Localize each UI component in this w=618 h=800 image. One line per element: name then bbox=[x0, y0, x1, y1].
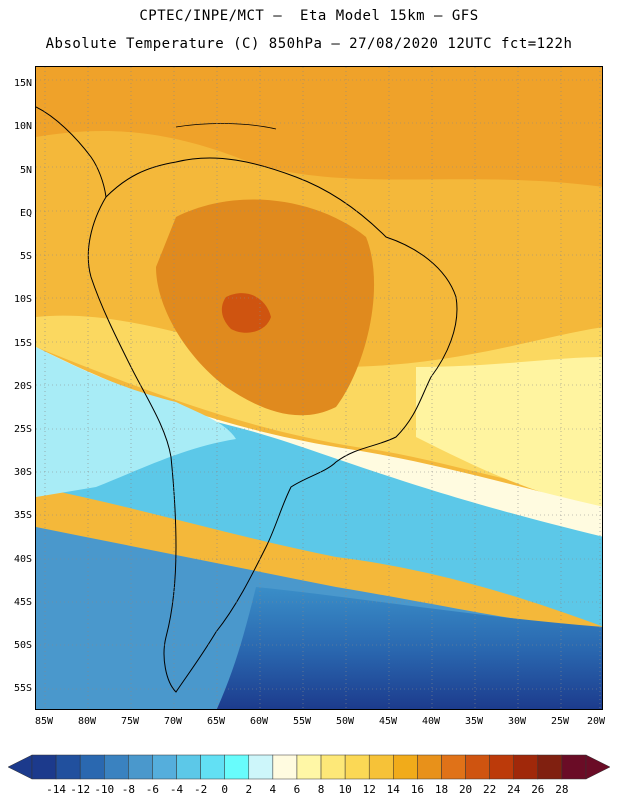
lon-label: 55W bbox=[292, 716, 312, 727]
lon-label: 30W bbox=[507, 716, 527, 727]
band-deep-blue bbox=[216, 587, 602, 709]
lon-label: 40W bbox=[421, 716, 441, 727]
colorbar-cell bbox=[31, 754, 57, 780]
colorbar-cell bbox=[200, 754, 225, 780]
colorbar-label: 4 bbox=[269, 783, 277, 796]
lat-label: 50S bbox=[13, 640, 32, 651]
colorbar-cell bbox=[104, 754, 129, 780]
colorbar-cell bbox=[561, 754, 587, 780]
lat-label: 55S bbox=[13, 683, 32, 694]
lon-label: 20W bbox=[586, 716, 606, 727]
colorbar-cell bbox=[128, 754, 153, 780]
colorbar-cell bbox=[465, 754, 490, 780]
colorbar-label: -14 bbox=[46, 783, 67, 796]
colorbar-label: -4 bbox=[169, 783, 184, 796]
map-title-line2: Absolute Temperature (C) 850hPa – 27/08/… bbox=[45, 36, 573, 52]
lat-label: 35S bbox=[13, 510, 32, 521]
lat-label: 10S bbox=[13, 294, 32, 305]
band-pale bbox=[36, 347, 602, 537]
colorbar-cell bbox=[248, 754, 274, 780]
band-light-yellow bbox=[416, 357, 602, 507]
coastline-caribbean bbox=[175, 123, 277, 130]
temperature-map bbox=[35, 66, 603, 710]
lat-label: 5N bbox=[19, 165, 32, 176]
colorbar-label: -10 bbox=[94, 783, 115, 796]
lon-label: 80W bbox=[77, 716, 97, 727]
lat-label: 30S bbox=[13, 467, 32, 478]
lon-label: 60W bbox=[249, 716, 269, 727]
colorbar-label: 18 bbox=[434, 783, 449, 796]
colorbar-cell bbox=[513, 754, 539, 780]
colorbar-label: 0 bbox=[221, 783, 228, 796]
colorbar-cell bbox=[296, 754, 322, 780]
colorbar-cell bbox=[368, 754, 394, 780]
lon-label: 50W bbox=[335, 716, 355, 727]
colorbar bbox=[7, 754, 611, 780]
band-light-cyan bbox=[36, 347, 236, 497]
colorbar-label: 20 bbox=[458, 783, 473, 796]
lat-label: 40S bbox=[13, 554, 32, 565]
colorbar-label: 10 bbox=[338, 783, 352, 796]
colorbar-cell bbox=[393, 754, 418, 780]
colorbar-cell bbox=[224, 754, 250, 780]
lat-label: 15N bbox=[13, 78, 32, 89]
colorbar-label: 28 bbox=[555, 783, 569, 796]
colorbar-label: 16 bbox=[410, 783, 425, 796]
colorbar-cell bbox=[320, 754, 346, 780]
colorbar-cell bbox=[344, 754, 370, 780]
lat-label: 15S bbox=[13, 338, 32, 349]
coastline-south-america bbox=[87, 157, 458, 693]
lon-label: 25W bbox=[550, 716, 570, 727]
graticule bbox=[36, 67, 602, 709]
colorbar-label: 26 bbox=[531, 783, 545, 796]
colorbar-cell bbox=[176, 754, 201, 780]
lat-label: 45S bbox=[13, 597, 32, 608]
lon-label: 35W bbox=[464, 716, 484, 727]
lon-label: 45W bbox=[378, 716, 398, 727]
colorbar-label: 12 bbox=[362, 783, 376, 796]
lon-label: 85W bbox=[34, 716, 54, 727]
colorbar-label: -2 bbox=[193, 783, 208, 796]
band-orange-top bbox=[36, 67, 602, 187]
colorbar-cell bbox=[537, 754, 563, 780]
colorbar-label: 14 bbox=[386, 783, 400, 796]
colorbar-high-arrow bbox=[585, 754, 611, 780]
colorbar-cell bbox=[489, 754, 514, 780]
coastline-central-america bbox=[36, 106, 107, 198]
colorbar-label: -8 bbox=[121, 783, 135, 796]
colorbar-cell bbox=[441, 754, 466, 780]
colorbar-cell bbox=[417, 754, 442, 780]
colorbar-label: -12 bbox=[70, 783, 91, 796]
lat-label: 5S bbox=[19, 251, 32, 262]
lat-label: 20S bbox=[13, 381, 32, 392]
lon-label: 75W bbox=[120, 716, 140, 727]
colorbar-label: 22 bbox=[483, 783, 497, 796]
lat-label: 10N bbox=[13, 121, 32, 132]
colorbar-label: 6 bbox=[293, 783, 301, 796]
colorbar-low-arrow bbox=[7, 754, 33, 780]
colorbar-cell bbox=[79, 754, 105, 780]
colorbar-cell bbox=[152, 754, 177, 780]
colorbar-cells bbox=[31, 754, 587, 780]
colorbar-label: 2 bbox=[245, 783, 253, 796]
colorbar-cell bbox=[55, 754, 81, 780]
map-svg bbox=[36, 67, 602, 709]
lat-label: EQ bbox=[19, 208, 32, 219]
colorbar-cell bbox=[272, 754, 298, 780]
colorbar-label: -6 bbox=[145, 783, 160, 796]
colorbar-label: 8 bbox=[317, 783, 325, 796]
map-title-line1: CPTEC/INPE/MCT – Eta Model 15km – GFS bbox=[139, 8, 479, 24]
lon-label: 70W bbox=[163, 716, 183, 727]
lat-label: 25S bbox=[13, 424, 32, 435]
region-hottest bbox=[221, 293, 271, 333]
colorbar-label: 24 bbox=[507, 783, 521, 796]
lon-label: 65W bbox=[206, 716, 226, 727]
